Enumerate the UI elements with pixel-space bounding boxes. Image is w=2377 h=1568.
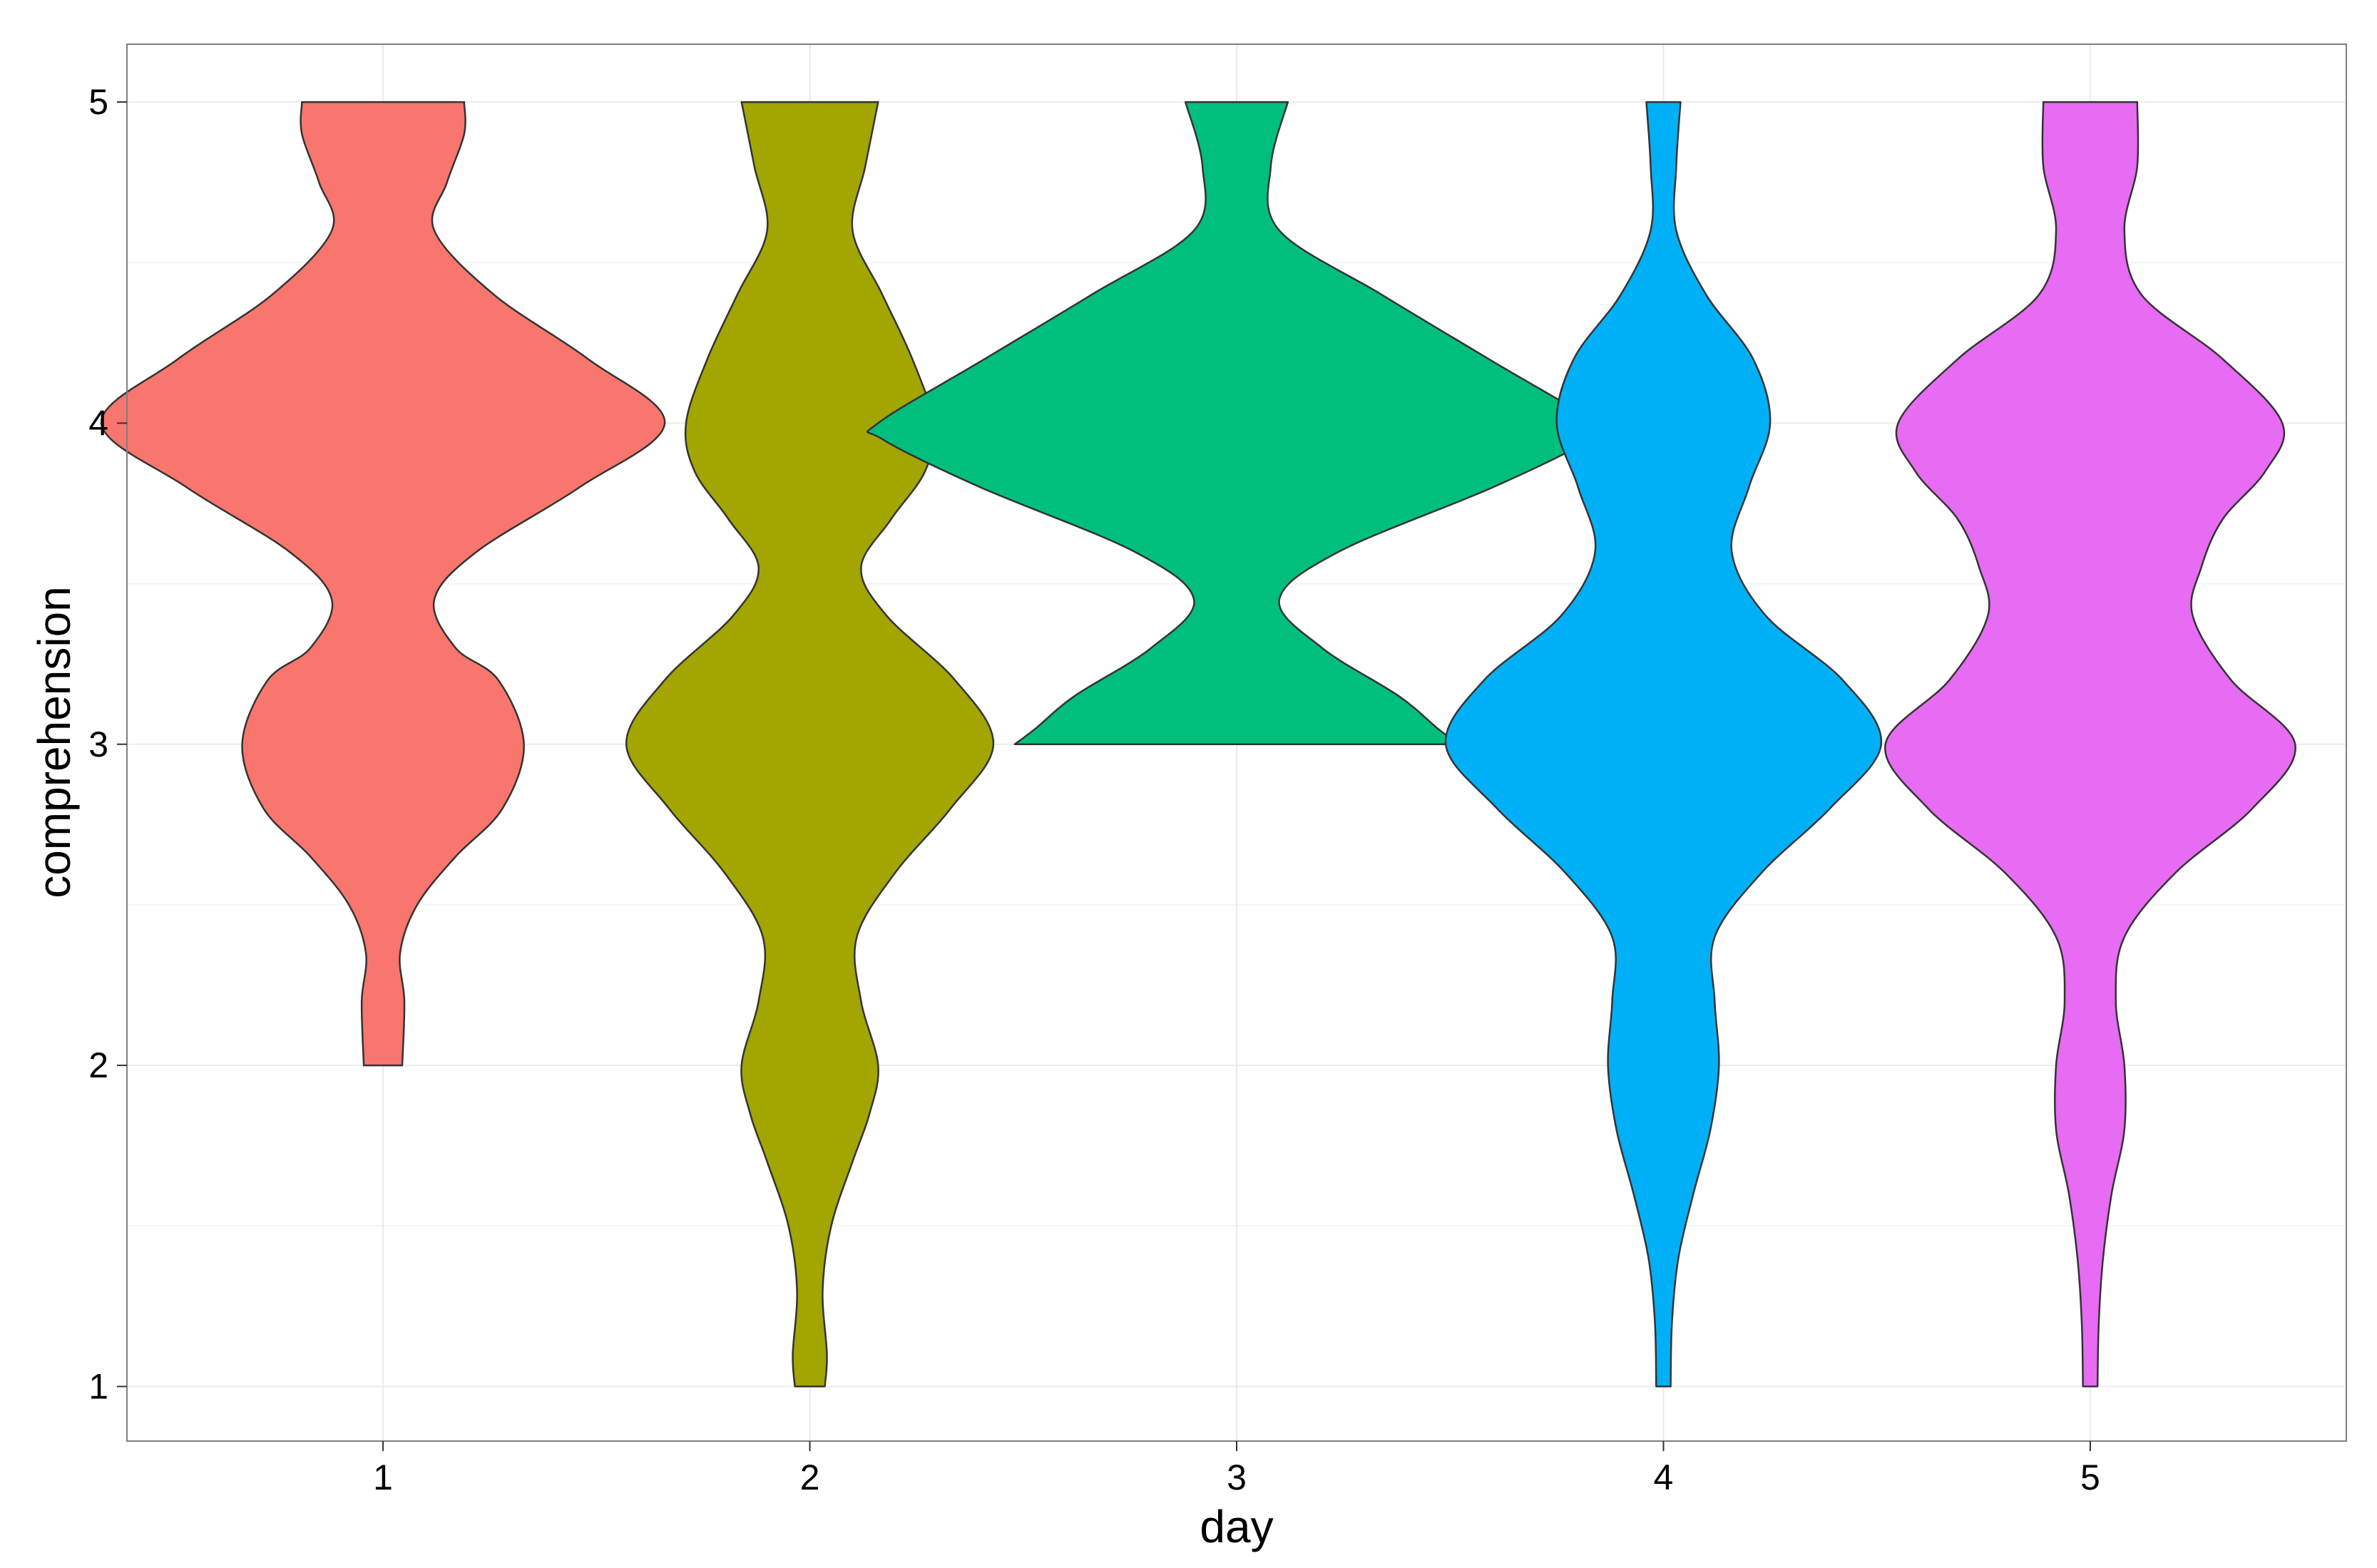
x-axis-title: day: [1200, 1501, 1273, 1552]
y-axis-title: comprehension: [29, 586, 80, 898]
violin-day-3: [866, 101, 1607, 746]
y-tick-label: 3: [88, 724, 108, 764]
y-tick-label: 5: [88, 82, 108, 122]
violin-day-1: [100, 101, 666, 1067]
y-tick-label: 2: [88, 1045, 108, 1085]
y-tick-label: 1: [88, 1366, 108, 1406]
violin-day-4: [1444, 101, 1882, 1388]
y-tick-label: 4: [88, 403, 108, 443]
x-tick-label: 1: [373, 1457, 393, 1497]
violins-group: [100, 101, 2296, 1388]
x-tick-label: 5: [2080, 1457, 2100, 1497]
x-tick-label: 3: [1227, 1457, 1247, 1497]
x-tick-label: 2: [800, 1457, 820, 1497]
x-tick-label: 4: [1654, 1457, 1674, 1497]
x-axis: 1 2 3 4 5: [373, 1441, 2100, 1497]
y-axis: 1 2 3 4 5: [88, 82, 127, 1406]
violin-day-5: [1884, 101, 2296, 1388]
